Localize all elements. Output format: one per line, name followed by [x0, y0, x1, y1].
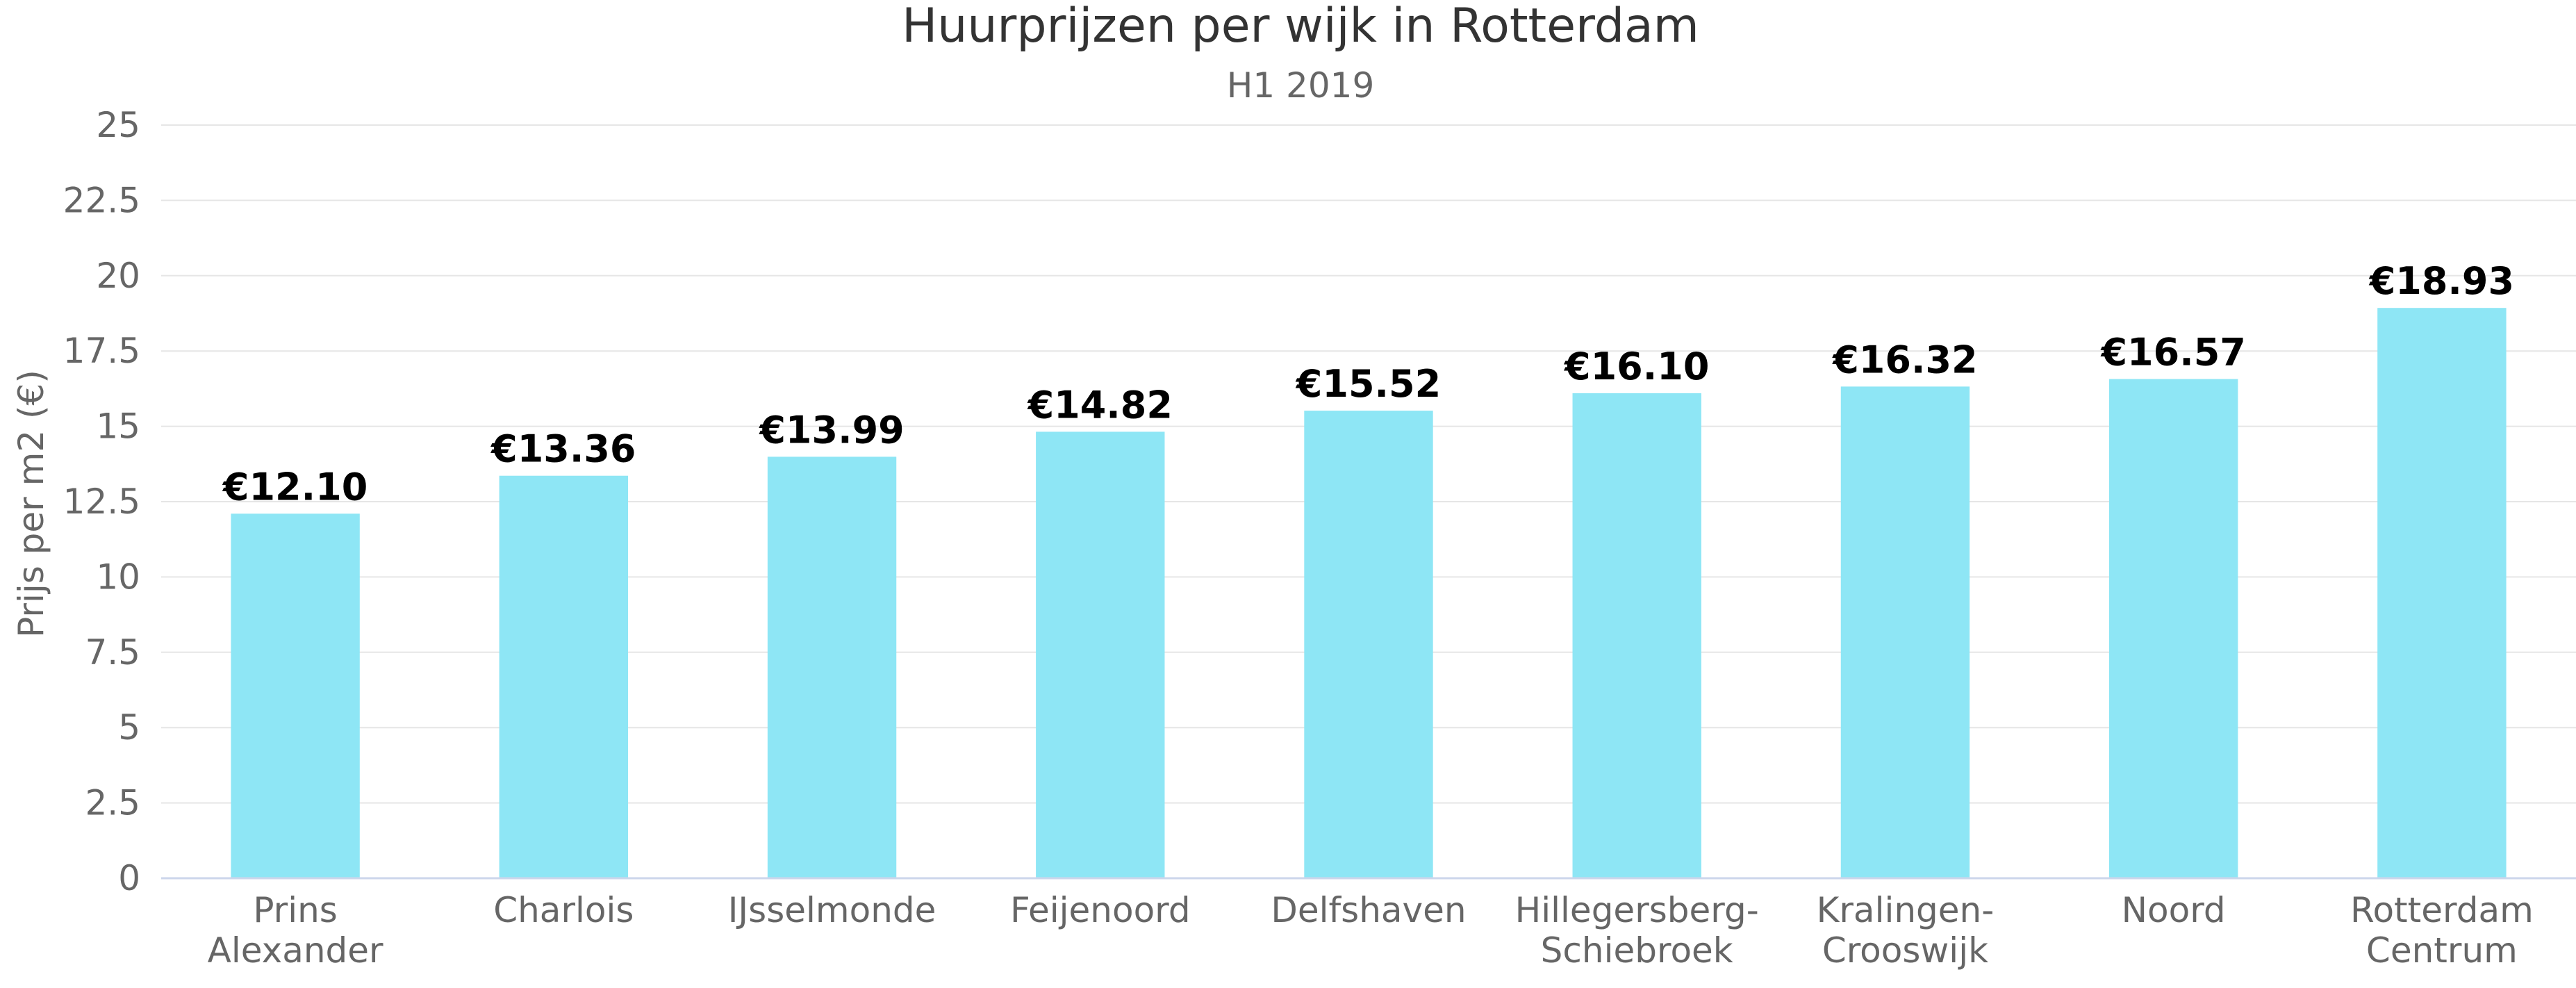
y-tick-label: 12.5	[63, 481, 140, 522]
x-tick-label: Charlois	[493, 890, 634, 930]
y-tick-label: 5	[118, 707, 140, 748]
x-tick-label: Kralingen-Crooswijk	[1817, 890, 1995, 971]
data-label: €16.57	[2099, 331, 2245, 374]
data-label: €16.32	[1831, 338, 1977, 381]
y-axis-label: Prijs per m2 (€)	[11, 370, 51, 638]
bar	[231, 513, 360, 878]
x-tick-label: IJsselmonde	[728, 890, 936, 930]
bar	[1304, 411, 1433, 878]
bar	[1572, 393, 1701, 878]
bar	[499, 475, 629, 878]
y-tick-label: 22.5	[63, 180, 140, 220]
y-tick-label: 25	[96, 105, 140, 145]
data-label: €13.99	[758, 408, 904, 452]
data-label: €12.10	[222, 465, 368, 509]
y-tick-label: 2.5	[85, 783, 140, 823]
x-tick-label: Feijenoord	[1010, 890, 1191, 930]
y-tick-label: 20	[96, 256, 140, 296]
x-tick-label: Prins Alexander	[208, 890, 383, 971]
y-axis-ticks: 0 2.5 5 7.5 10 12.5 15 17.5 20 22.5 25	[63, 105, 140, 898]
data-label: €13.36	[490, 427, 636, 471]
bar	[1840, 386, 1970, 878]
bar	[2108, 379, 2238, 878]
bar	[767, 456, 897, 878]
bars	[231, 308, 2507, 878]
x-tick-label: Noord	[2122, 890, 2226, 930]
y-tick-label: 15	[96, 406, 140, 447]
data-labels: €12.10 €13.36 €13.99 €14.82 €15.52 €16.10 €16.…	[222, 259, 2514, 509]
x-axis-ticks: Prins Alexander Charlois IJsselmonde Feijeno…	[208, 890, 2534, 971]
x-tick-label: Rotterdam Centrum	[2350, 890, 2534, 971]
data-label: €15.52	[1295, 362, 1441, 406]
data-label: €18.93	[2368, 259, 2514, 303]
y-tick-label: 7.5	[85, 632, 140, 673]
data-label: €16.10	[1563, 345, 1709, 388]
y-tick-label: 0	[118, 858, 140, 898]
bar	[2377, 308, 2507, 878]
x-tick-label: Delfshaven	[1271, 890, 1466, 930]
bar	[1036, 431, 1165, 878]
x-tick-label: Hillegersberg-Schiebroek	[1515, 890, 1759, 971]
y-tick-label: 10	[96, 557, 140, 597]
chart-title: Huurprijzen per wijk in Rotterdam	[902, 0, 1699, 53]
chart-subtitle: H1 2019	[1227, 65, 1375, 106]
y-tick-label: 17.5	[63, 331, 140, 371]
data-label: €14.82	[1027, 383, 1173, 427]
